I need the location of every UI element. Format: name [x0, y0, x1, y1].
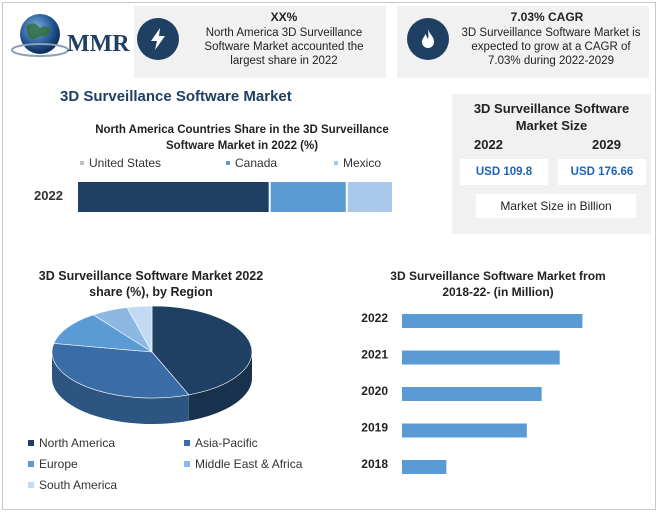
- bar-label-2020: 2020: [361, 384, 388, 398]
- bar-label-2021: 2021: [361, 348, 388, 362]
- market-size-card: 3D Surveillance Software Market Size 202…: [452, 94, 651, 234]
- market-size-year-2022: 2022: [474, 137, 503, 152]
- pie-side-asia-pacific: [52, 352, 189, 424]
- bar-label-2018: 2018: [361, 457, 388, 471]
- stacked-bar-segment-mexico: [347, 182, 392, 212]
- stat-share-value: XX%: [270, 10, 298, 24]
- legend-item-middle-east-africa: Middle East & Africa: [184, 457, 302, 471]
- legend-swatch: [28, 461, 34, 467]
- market-trend-chart-title: 3D Surveillance Software Market from 201…: [390, 269, 606, 299]
- legend-swatch: [334, 161, 338, 165]
- pie-slice-north-america: [151, 305, 253, 396]
- stat-share-text: North America 3D Surveillance Software M…: [204, 27, 364, 67]
- region-share-chart-title: 3D Surveillance Software Market 2022 sha…: [38, 269, 264, 299]
- bar-2018: [402, 460, 447, 474]
- page-title: 3D Surveillance Software Market: [60, 88, 292, 105]
- legend-swatch: [80, 161, 84, 165]
- na-share-category-label: 2022: [34, 188, 63, 203]
- legend-swatch: [226, 161, 230, 165]
- pie-slice-south-america: [126, 305, 153, 354]
- bar-2021: [402, 350, 560, 365]
- market-trend-bar-chart: 2022 2021 2020 2019 2018: [361, 311, 583, 474]
- legend-item-united-states: United States: [80, 156, 161, 170]
- market-size-year-2029: 2029: [592, 137, 621, 152]
- region-share-legend: North America Asia-Pacific Europe Middle…: [28, 434, 328, 494]
- legend-item-europe: Europe: [28, 457, 78, 471]
- legend-swatch: [184, 461, 190, 467]
- na-share-chart-title: North America Countries Share in the 3D …: [95, 124, 389, 152]
- stat-card-share: XX% North America 3D Surveillance Softwa…: [134, 6, 386, 78]
- region-share-pie-chart: [52, 305, 253, 424]
- stat-cagr-text: 3D Surveillance Software Market is expec…: [461, 27, 641, 67]
- legend-item-north-america: North America: [28, 436, 115, 450]
- legend-item-asia-pacific: Asia-Pacific: [184, 436, 258, 450]
- stat-cagr-value: 7.03% CAGR: [510, 10, 584, 24]
- bar-2019: [402, 423, 527, 438]
- globe-icon: [11, 14, 69, 57]
- market-size-title: 3D Surveillance Software Market Size: [473, 101, 630, 133]
- bar-label-2019: 2019: [361, 421, 388, 435]
- flame-icon: [407, 18, 449, 60]
- legend-swatch: [28, 482, 34, 488]
- na-share-legend: United States Canada Mexico: [80, 156, 400, 172]
- stacked-bar-segment-united-states: [78, 182, 269, 212]
- stacked-bar-segment-canada: [270, 182, 346, 212]
- na-share-stacked-bar-chart: [78, 182, 392, 212]
- lightning-icon: [137, 18, 179, 60]
- legend-swatch: [184, 440, 190, 446]
- bar-label-2022: 2022: [361, 311, 388, 325]
- legend-item-mexico: Mexico: [334, 156, 381, 170]
- logo-text: MMR: [67, 31, 130, 57]
- market-size-value-2029: USD 176.66: [558, 159, 646, 185]
- pie-slice-asia-pacific: [52, 343, 190, 399]
- market-size-note: Market Size in Billion: [476, 194, 636, 218]
- stat-card-cagr: 7.03% CAGR 3D Surveillance Software Mark…: [397, 6, 649, 78]
- bar-2022: [402, 314, 583, 328]
- logo: MMR: [10, 10, 135, 65]
- pie-slice-europe: [53, 314, 153, 353]
- legend-swatch: [28, 440, 34, 446]
- legend-item-canada: Canada: [226, 156, 277, 170]
- legend-item-south-america: South America: [28, 478, 117, 492]
- bar-2020: [402, 387, 542, 401]
- market-size-value-2022: USD 109.8: [460, 159, 548, 185]
- pie-side-north-america: [188, 352, 252, 421]
